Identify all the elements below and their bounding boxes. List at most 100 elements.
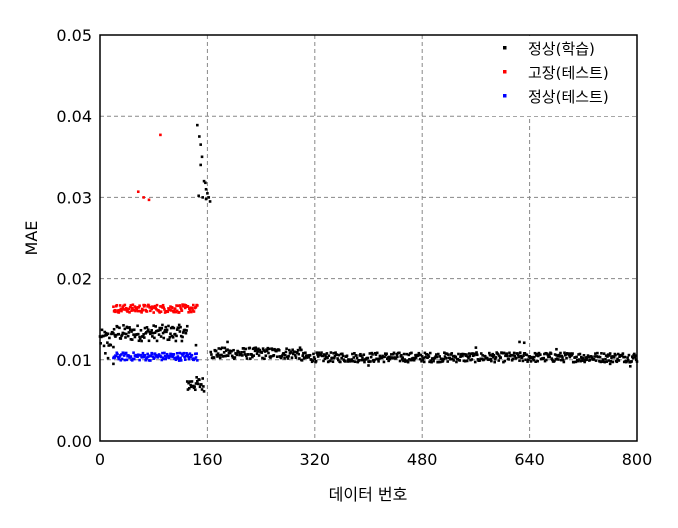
data-point bbox=[306, 354, 309, 357]
data-point bbox=[156, 356, 160, 359]
data-point bbox=[336, 358, 340, 362]
data-point bbox=[190, 380, 194, 383]
data-point bbox=[468, 354, 472, 358]
data-point bbox=[402, 352, 406, 356]
data-point bbox=[240, 350, 243, 354]
data-point bbox=[489, 357, 492, 361]
data-point bbox=[547, 355, 550, 359]
data-point bbox=[113, 308, 117, 312]
data-point bbox=[528, 355, 531, 358]
data-point bbox=[579, 355, 583, 359]
data-point bbox=[204, 187, 208, 191]
data-point bbox=[417, 351, 421, 355]
data-point bbox=[157, 353, 161, 356]
data-point bbox=[174, 310, 178, 314]
data-point bbox=[454, 355, 458, 359]
data-point bbox=[122, 324, 125, 327]
data-point bbox=[516, 352, 519, 355]
data-point bbox=[161, 303, 165, 307]
data-point bbox=[479, 352, 483, 355]
data-point bbox=[175, 304, 178, 307]
data-point bbox=[542, 356, 545, 360]
data-point bbox=[345, 354, 349, 358]
data-point bbox=[457, 352, 460, 356]
data-point bbox=[569, 352, 572, 355]
data-point bbox=[608, 354, 611, 357]
data-point bbox=[206, 192, 209, 195]
data-point bbox=[518, 340, 521, 344]
data-point bbox=[622, 355, 625, 359]
data-point bbox=[257, 347, 260, 351]
data-point bbox=[442, 357, 445, 361]
data-point bbox=[460, 352, 464, 356]
x-tick-label: 480 bbox=[407, 450, 438, 469]
data-point bbox=[150, 329, 153, 332]
data-point bbox=[628, 364, 632, 368]
data-point bbox=[138, 335, 141, 339]
data-point bbox=[380, 356, 384, 359]
data-point bbox=[298, 346, 302, 350]
data-point bbox=[633, 352, 636, 356]
data-point bbox=[496, 352, 500, 356]
data-point bbox=[554, 358, 558, 361]
data-point bbox=[524, 358, 527, 362]
data-point bbox=[322, 359, 325, 363]
data-point bbox=[534, 360, 537, 364]
data-point bbox=[231, 356, 235, 359]
data-point bbox=[226, 354, 230, 358]
x-tick-label: 800 bbox=[622, 450, 653, 469]
data-point bbox=[120, 333, 124, 337]
data-point bbox=[187, 357, 191, 361]
data-point bbox=[369, 355, 373, 359]
data-point bbox=[163, 351, 166, 355]
data-point bbox=[347, 358, 351, 361]
data-point bbox=[296, 348, 300, 352]
data-point bbox=[142, 196, 145, 199]
data-point bbox=[373, 351, 377, 355]
data-point bbox=[207, 196, 211, 199]
data-point bbox=[396, 355, 399, 359]
data-point bbox=[420, 359, 423, 363]
data-point bbox=[122, 332, 126, 335]
legend-label: 정상(테스트) bbox=[528, 88, 609, 106]
data-point bbox=[114, 333, 118, 337]
data-point bbox=[201, 377, 205, 380]
data-point bbox=[131, 303, 135, 307]
data-point bbox=[545, 352, 549, 355]
data-point bbox=[357, 358, 361, 362]
data-point bbox=[186, 353, 190, 357]
data-point bbox=[536, 359, 539, 363]
data-point bbox=[194, 388, 197, 392]
data-point bbox=[537, 351, 541, 355]
data-point bbox=[404, 359, 408, 363]
data-point bbox=[553, 359, 556, 363]
data-point bbox=[369, 360, 372, 363]
data-point bbox=[117, 332, 121, 336]
data-point bbox=[300, 348, 303, 352]
data-point bbox=[332, 356, 336, 360]
data-point bbox=[123, 327, 127, 331]
data-point bbox=[488, 353, 492, 357]
data-point bbox=[108, 336, 111, 340]
data-point bbox=[445, 352, 449, 355]
data-point bbox=[106, 356, 110, 360]
data-point bbox=[307, 356, 311, 359]
data-point bbox=[294, 354, 297, 357]
data-point bbox=[261, 347, 265, 350]
data-point bbox=[170, 334, 174, 338]
data-point bbox=[195, 352, 198, 355]
data-point bbox=[625, 359, 629, 363]
data-point bbox=[136, 355, 139, 359]
data-points bbox=[98, 123, 639, 393]
data-point bbox=[264, 354, 268, 358]
x-tick-label: 160 bbox=[192, 450, 223, 469]
data-point bbox=[394, 356, 398, 360]
data-point bbox=[189, 310, 193, 314]
data-point bbox=[507, 358, 511, 361]
data-point bbox=[153, 352, 157, 355]
data-point bbox=[287, 354, 290, 358]
data-point bbox=[222, 351, 226, 354]
data-point bbox=[172, 353, 176, 356]
data-point bbox=[114, 310, 117, 314]
data-point bbox=[180, 309, 184, 312]
